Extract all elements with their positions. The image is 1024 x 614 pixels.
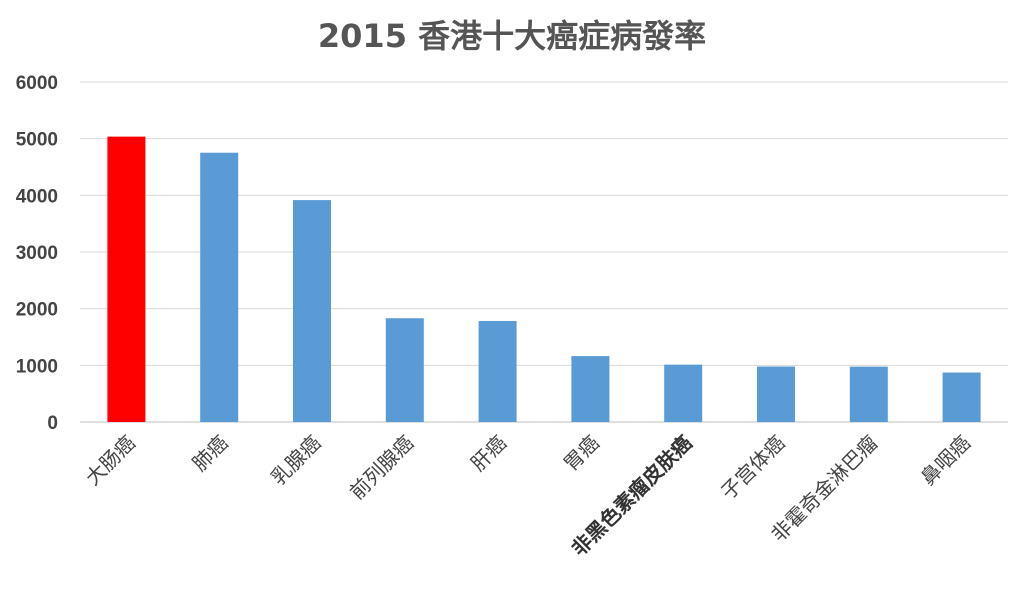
bar bbox=[293, 200, 331, 422]
y-tick-label: 1000 bbox=[16, 356, 58, 377]
y-tick-label: 2000 bbox=[16, 300, 58, 321]
bar bbox=[571, 356, 610, 422]
x-tick-label: 子宫体癌 bbox=[716, 431, 790, 505]
bar bbox=[942, 372, 981, 422]
y-tick-label: 4000 bbox=[16, 186, 58, 207]
x-tick-label: 乳腺癌 bbox=[266, 431, 325, 490]
y-axis-tick-labels: 0 1000 2000 3000 4000 5000 6000 bbox=[16, 73, 58, 434]
bars bbox=[107, 136, 981, 423]
bar bbox=[478, 320, 517, 422]
bar bbox=[664, 364, 703, 422]
chart-title: 2015 香港十大癌症病發率 bbox=[318, 17, 706, 55]
x-tick-label: 大肠癌 bbox=[81, 431, 140, 490]
bar bbox=[757, 366, 795, 422]
y-tick-label: 5000 bbox=[16, 130, 58, 151]
bar bbox=[107, 136, 146, 423]
bar bbox=[200, 152, 239, 422]
y-tick-label: 3000 bbox=[16, 243, 58, 264]
x-tick-label: 胃癌 bbox=[559, 431, 604, 476]
bar bbox=[385, 318, 424, 422]
y-tick-label: 0 bbox=[47, 413, 58, 434]
x-tick-label: 肺癌 bbox=[187, 431, 232, 476]
bar bbox=[849, 366, 888, 422]
x-tick-label: 鼻咽癌 bbox=[916, 431, 975, 490]
y-tick-label: 6000 bbox=[16, 73, 58, 94]
x-tick-label: 前列腺癌 bbox=[345, 431, 419, 505]
x-tick-label: 肝癌 bbox=[466, 431, 511, 476]
